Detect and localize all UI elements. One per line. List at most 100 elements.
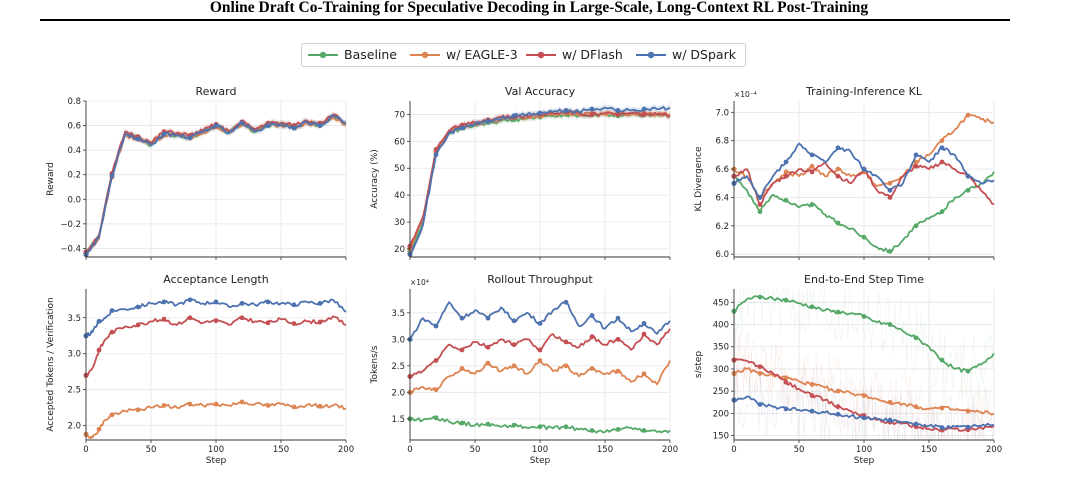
chart-title-2: Training-Inference KL [805,85,923,98]
series-marker-3-1-10 [187,315,193,321]
series-marker-5-3-6 [809,408,815,414]
series-line-3-2 [85,298,347,337]
y-tick-label-4-0: 1.5 [391,415,405,425]
series-marker-3-1-20 [317,319,323,325]
series-marker-2-3-16 [939,145,945,151]
chart-title-1: Val Accuracy [505,85,576,98]
series-marker-2-3-2 [757,195,763,200]
y-axis-label-2: KL Divergence [694,146,704,212]
series-marker-2-3-6 [809,152,815,158]
figure-title: Online Draft Co-Training for Speculative… [209,0,869,16]
series-marker-4-3-6 [485,315,491,321]
x-tick-label-4-3: 150 [597,445,613,455]
y-tick-label-5-6: 450 [713,298,729,308]
legend-label-dspark: w/ DSpark [672,47,736,62]
y-tick-label-3-2: 3.0 [67,350,81,360]
chart-panel-2: 6.0 6.2 6.4 6.6 6.8 7.0 Training-Inference KL K… [694,85,995,260]
series-marker-5-1-18 [965,408,971,414]
y-axis-label-4: Tokens/s [370,345,380,384]
series-marker-2-3-14 [913,152,919,158]
x-tick-label-4-0: 0 [407,445,412,455]
scale-label-2: ×10⁻⁴ [734,90,757,99]
series-marker-1-3-18 [641,106,647,112]
series-marker-3-1-18 [291,321,297,326]
y-tick-label-1-3: 50 [394,164,405,174]
series-marker-2-3-4 [783,159,789,165]
series-marker-4-1-2 [433,387,439,393]
raw-trace-5-2 [733,327,994,442]
series-marker-2-2-16 [939,159,945,165]
series-marker-3-1-16 [265,320,271,326]
series-marker-0-3-14 [265,123,271,128]
series-marker-2-1-6 [809,163,815,169]
y-tick-label-0-3: 0.2 [67,171,81,181]
series-marker-3-0-2 [96,426,102,432]
series-marker-2-2-12 [887,195,893,200]
series-marker-1-3-12 [563,108,569,113]
series-marker-4-0-16 [615,427,621,432]
y-tick-label-0-2: 0.0 [67,195,81,205]
series-marker-3-0-6 [135,407,141,413]
y-tick-label-5-1: 200 [713,409,729,419]
series-marker-5-0-12 [887,322,893,327]
y-tick-label-2-3: 6.6 [715,165,729,175]
legend-swatch-baseline [308,51,338,59]
x-tick-label-3-4: 200 [338,445,354,455]
series-marker-5-3-12 [887,417,893,423]
series-marker-3-1-4 [109,329,115,335]
legend: Baseline w/ EAGLE-3 w/ DFlash w/ DSpark [301,43,746,67]
caption-strip [0,482,1078,492]
series-marker-0-3-18 [317,123,323,128]
series-marker-1-3-4 [459,125,465,131]
series-marker-3-2-10 [187,297,193,303]
series-marker-2-1-14 [913,159,919,165]
series-marker-4-3-18 [641,321,647,326]
x-tick-label-3-0: 0 [83,445,88,455]
x-tick-label-5-2: 100 [856,445,872,455]
series-marker-3-0-10 [187,401,193,407]
series-line-3-1 [85,315,347,376]
series-marker-2-3-8 [835,145,841,151]
y-tick-label-4-1: 2.0 [391,388,405,398]
series-marker-2-0-8 [835,220,841,226]
chart-panel-4: 1.5 2.0 2.5 3.0 3.5 0 50 100 150 200 Rollout Throu… [370,273,678,466]
x-tick-label-4-4: 200 [662,445,678,455]
series-marker-3-1-6 [135,322,141,328]
series-marker-4-2-10 [537,347,543,353]
series-marker-4-0-10 [537,424,543,430]
series-marker-4-1-12 [563,363,569,369]
y-tick-label-2-4: 6.8 [715,137,729,147]
series-marker-2-3-10 [861,166,867,172]
legend-swatch-eagle3 [410,51,440,59]
y-tick-label-4-3: 3.0 [391,335,405,345]
y-axis-label-3: Accepted Tokens / Verification [46,297,56,431]
series-marker-1-3-8 [511,113,517,119]
series-marker-2-2-2 [757,202,763,207]
series-marker-3-2-14 [239,300,245,306]
series-marker-5-0-16 [939,357,945,363]
x-tick-label-5-4: 200 [986,445,1002,455]
series-marker-4-3-4 [459,315,465,321]
x-tick-label-4-1: 50 [470,445,481,455]
x-tick-label-4-2: 100 [532,445,548,455]
series-marker-5-0-6 [809,304,815,310]
series-marker-4-1-10 [537,358,543,363]
chart-panel-0: −0.4 −0.2 0.0 0.2 0.4 0.6 0.8 Reward Reward [46,85,347,260]
series-marker-5-0-10 [861,314,867,319]
series-marker-2-0-12 [887,248,893,254]
series-marker-2-1-16 [939,138,945,144]
series-marker-2-3-12 [887,187,893,193]
y-tick-label-2-0: 6.0 [715,250,729,260]
y-tick-label-5-2: 250 [713,387,729,397]
series-marker-2-0-18 [965,187,971,193]
series-marker-3-2-16 [265,299,271,305]
series-marker-4-0-18 [641,428,647,433]
y-tick-label-1-5: 70 [394,110,405,120]
series-marker-3-1-12 [213,318,219,324]
legend-label-eagle3: w/ EAGLE-3 [446,47,518,62]
series-marker-1-3-2 [433,152,439,158]
legend-swatch-dflash [526,51,556,59]
y-tick-label-5-3: 300 [713,365,729,375]
series-line-3-0 [85,401,347,440]
series-marker-5-1-6 [809,382,815,387]
